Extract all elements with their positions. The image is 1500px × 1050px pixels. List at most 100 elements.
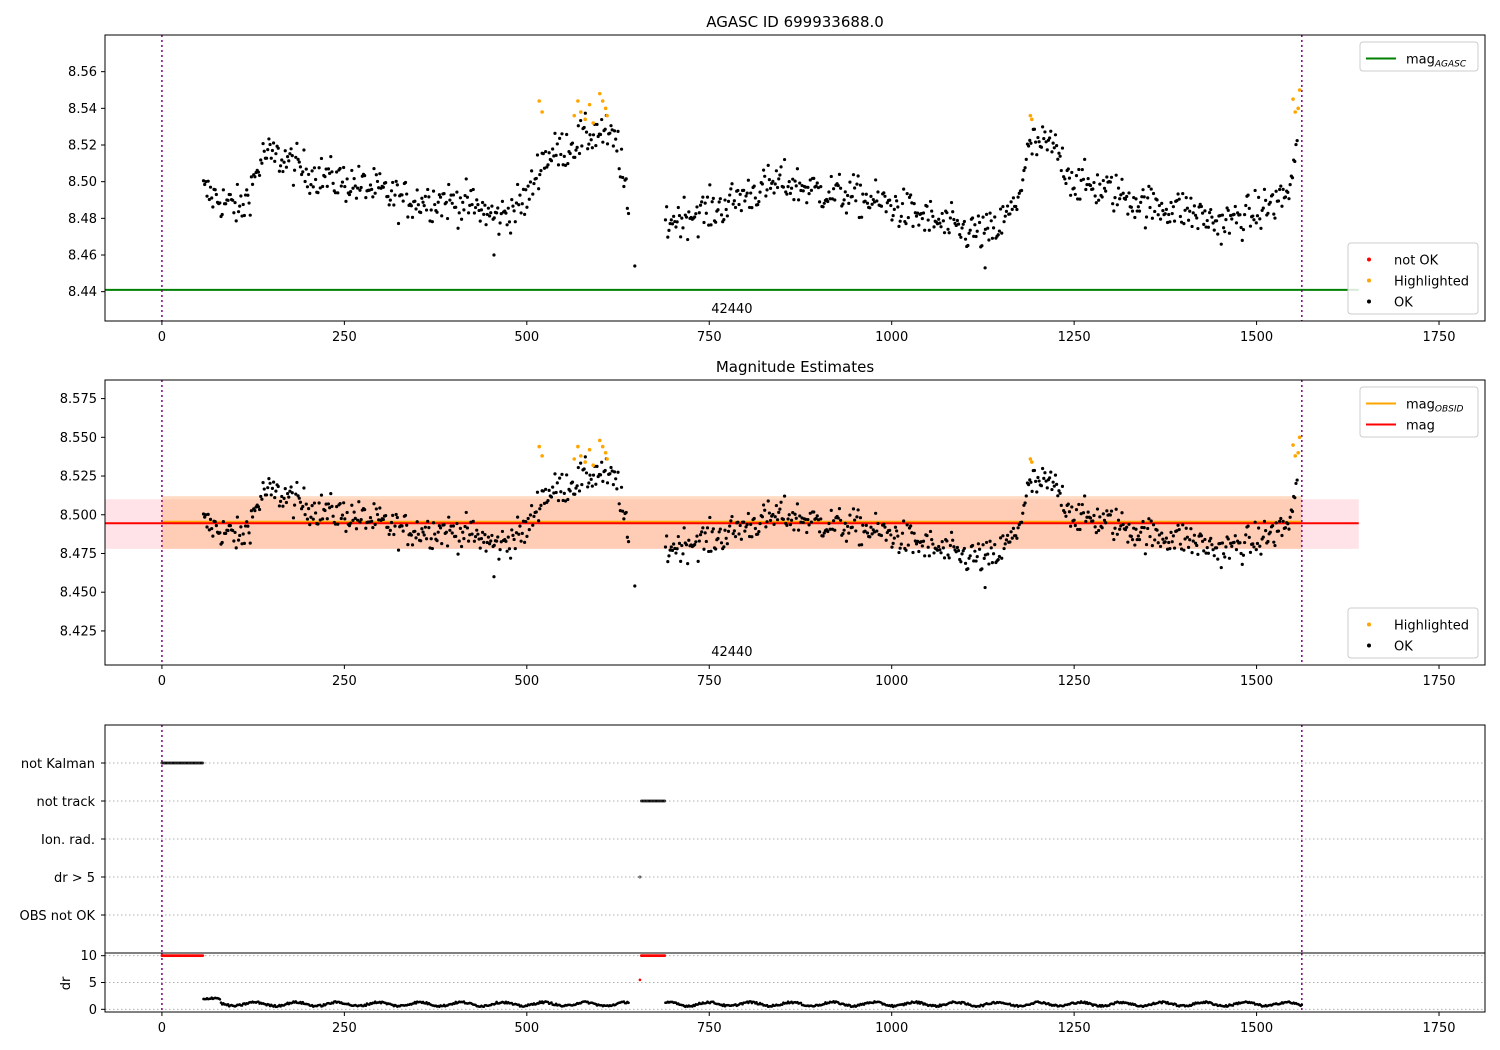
ok-point [1143,226,1147,230]
ok-point [562,491,566,495]
ok-point [1156,213,1160,217]
ok-point [842,528,846,532]
ok-point [553,472,557,476]
ok-point [260,497,264,501]
ok-point [988,539,992,543]
ok-point [430,546,434,551]
dr-point [257,1000,260,1003]
ok-point [285,491,290,496]
ok-point [947,556,951,560]
ok-point [967,556,971,560]
ok-point [605,481,610,485]
ok-point [1077,167,1081,172]
ok-point [512,537,516,542]
ok-point [899,542,903,546]
ok-point [1188,538,1192,542]
ok-point [1127,191,1131,195]
ok-point [427,195,431,199]
ok-point [335,170,339,174]
ok-point [448,528,452,532]
ok-point [323,508,327,513]
ok-point [231,198,235,202]
ok-point [466,539,471,543]
ok-point [336,191,340,195]
ok-point [851,173,856,177]
ok-point [487,542,492,546]
ok-point [371,525,375,530]
ok-point [612,129,617,133]
ok-point [339,184,343,188]
ok-point [558,476,562,480]
ok-point [1000,231,1004,235]
ok-point [725,542,729,546]
ok-point [507,220,512,224]
ok-point [1108,180,1112,184]
ok-point [763,508,767,512]
x-tick-label: 1500 [1240,330,1273,345]
ok-point [268,481,272,485]
ok-point [1254,547,1258,552]
ok-point [303,179,307,184]
highlighted-point [591,463,596,467]
ok-point [551,147,555,151]
ok-point [730,514,734,519]
ok-point [744,194,748,198]
ok-point [1170,211,1174,216]
ok-point [1182,221,1186,226]
ok-point [1045,486,1049,490]
ok-point [700,530,704,534]
y-tick-label: 0 [89,1003,97,1018]
x-tick-label: 0 [158,674,166,689]
y-tick-label: 8.52 [68,139,97,154]
ok-point [568,151,572,156]
ok-point [892,536,896,540]
ok-point [595,122,599,127]
dr-point [627,1001,630,1005]
ok-point [480,530,485,534]
ok-point [940,539,944,544]
ok-point [422,204,426,208]
ok-point [295,141,299,145]
ok-point [1216,232,1220,236]
ok-point [1053,473,1058,477]
ok-point [708,515,712,520]
ok-point [675,220,679,224]
dr-point [1300,1003,1304,1007]
ok-point [1022,168,1026,173]
ok-point [1262,187,1267,192]
ok-point [1278,187,1282,192]
ok-point [1244,533,1248,537]
ok-point [1063,177,1067,181]
ok-point [205,525,209,529]
ok-point [779,165,783,169]
ok-point [317,166,321,170]
ok-point [531,192,535,196]
ok-point [283,487,287,491]
ok-point [1056,157,1060,161]
ok-point [541,152,545,156]
ok-point [535,490,540,494]
ok-point [499,212,503,216]
ok-point [1146,196,1150,200]
ok-point [1023,501,1027,505]
ok-point [1129,205,1133,209]
ok-point [746,511,750,516]
ok-point [207,528,211,532]
y-tick-label: 8.550 [60,431,97,446]
ok-point [991,226,996,230]
ok-point [1266,211,1270,215]
ok-point [1273,543,1277,548]
ok-point [211,205,215,209]
ok-point [555,481,559,485]
ok-point [1119,193,1123,197]
ok-point [869,525,873,529]
ok-point [594,482,598,486]
ok-point [807,192,811,196]
observation-id-label: 42440 [711,302,752,317]
x-tick-label: 1750 [1422,330,1455,345]
ok-point [340,513,345,517]
ok-point [868,535,872,539]
ok-point [203,515,207,519]
ok-point [752,516,756,521]
ok-point [719,213,724,217]
